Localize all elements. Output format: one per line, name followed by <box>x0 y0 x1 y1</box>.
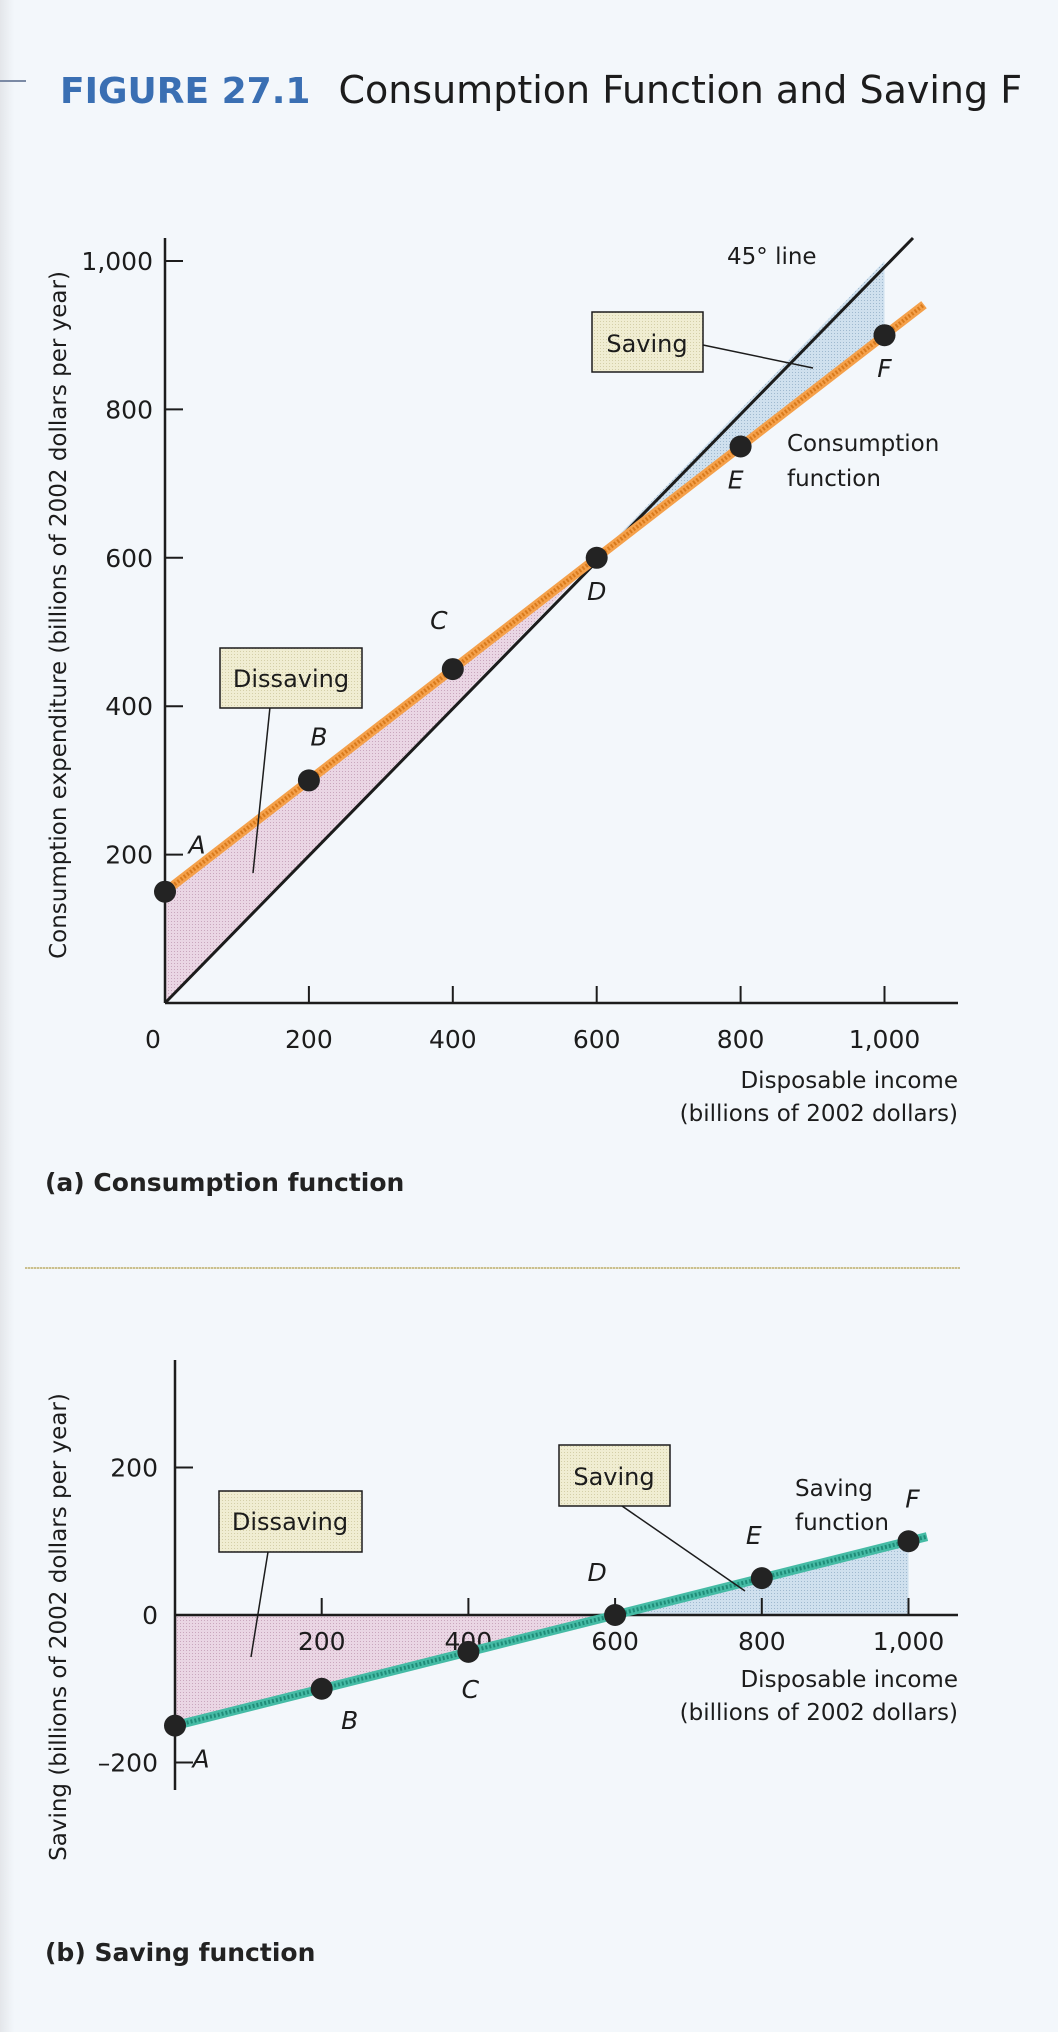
x-tick-label: 1,000 <box>849 1025 921 1054</box>
point-label-B: B <box>310 722 327 751</box>
point-F <box>897 1530 920 1553</box>
point-A <box>164 1714 186 1737</box>
x-axis-subtitle: (billions of 2002 dollars) <box>680 1101 958 1127</box>
saving-box-label: Saving <box>573 1463 654 1491</box>
y-axis-title: Saving (billions of 2002 dollars per yea… <box>46 1393 72 1861</box>
y-tick-label: 800 <box>105 395 153 424</box>
dissaving-box-label: Dissaving <box>232 1508 348 1536</box>
consumption-function-label-2: function <box>787 466 881 492</box>
saving-leader-line <box>702 344 814 369</box>
x-tick-label: 400 <box>429 1025 477 1054</box>
point-E <box>750 1567 773 1590</box>
point-D <box>585 546 608 569</box>
panel-b-caption: (b) Saving function <box>45 1938 316 1967</box>
consumption-function-label: Consumption <box>787 431 939 457</box>
y-tick-label: 200 <box>105 841 153 870</box>
consumption-line-outer <box>162 301 927 896</box>
saving-box-label: Saving <box>606 330 687 358</box>
x-tick-label: 1,000 <box>873 1627 945 1656</box>
point-C <box>441 658 464 681</box>
y-tick-label: –200 <box>98 1749 158 1778</box>
dissaving-leader-line <box>252 706 271 874</box>
point-label-F: F <box>877 354 892 383</box>
page-edge <box>0 0 14 2032</box>
point-D <box>604 1604 627 1626</box>
point-E <box>729 435 752 458</box>
dissaving-box <box>218 1490 363 1553</box>
consumption-chart: 200 400 600 800 1,000 0 200 400 600 800 1,000 Dispo… <box>46 236 958 1127</box>
y-axis-title: Consumption expenditure (billions of 200… <box>46 271 72 959</box>
x-tick-label: 200 <box>285 1025 333 1054</box>
point-B <box>297 769 320 792</box>
saving-box <box>558 1444 671 1507</box>
point-label-C: C <box>462 1675 480 1704</box>
x-tick-label: 800 <box>738 1627 786 1656</box>
saving-function-label: Saving <box>795 1476 873 1502</box>
y-tick-label: 600 <box>105 544 153 573</box>
y-tick-label: 200 <box>110 1454 158 1483</box>
y-tick-label: 1,000 <box>81 247 153 276</box>
x-tick-label: 600 <box>573 1025 621 1054</box>
x-tick-label: 600 <box>591 1627 639 1656</box>
x-axis-title: Disposable income <box>740 1667 958 1693</box>
point-label-D: D <box>587 577 606 606</box>
point-F <box>873 324 896 347</box>
point-A <box>154 880 176 903</box>
panel-a-caption: (a) Consumption function <box>45 1168 405 1197</box>
point-label-D: D <box>587 1558 606 1587</box>
saving-box <box>591 311 704 373</box>
panel-divider <box>25 1267 960 1269</box>
point-label-F: F <box>905 1484 920 1513</box>
figure-number: FIGURE 27.1 <box>60 71 311 112</box>
figure-header: FIGURE 27.1 Consumption Function and Savi… <box>60 68 1022 112</box>
point-B <box>310 1677 333 1700</box>
figure-title: Consumption Function and Saving F <box>338 68 1023 112</box>
x-tick-label: 200 <box>298 1627 346 1656</box>
saving-leader-line <box>621 1505 746 1592</box>
x-tick-label: 800 <box>717 1025 765 1054</box>
point-label-A: A <box>190 1745 209 1774</box>
y-tick-label: 400 <box>105 692 153 721</box>
point-label-E: E <box>746 1521 762 1550</box>
saving-function-label-2: function <box>795 1510 889 1536</box>
y-tick-label: 0 <box>142 1601 158 1630</box>
dissaving-leader-line <box>250 1551 269 1658</box>
figure-dash <box>0 80 26 82</box>
line-45-degree <box>163 236 915 1005</box>
saving-line <box>174 1534 928 1728</box>
saving-region <box>596 261 885 558</box>
point-label-B: B <box>341 1706 358 1735</box>
line-45-label: 45° line <box>727 244 817 270</box>
x-tick-label: 0 <box>145 1025 161 1054</box>
dissaving-box <box>219 647 363 709</box>
point-label-E: E <box>728 466 744 495</box>
point-label-A: A <box>186 831 205 860</box>
x-axis-title: Disposable income <box>740 1068 958 1094</box>
x-axis-subtitle: (billions of 2002 dollars) <box>680 1700 958 1726</box>
point-C <box>457 1640 480 1663</box>
point-label-C: C <box>430 606 448 635</box>
dissaving-box-label: Dissaving <box>233 665 349 693</box>
